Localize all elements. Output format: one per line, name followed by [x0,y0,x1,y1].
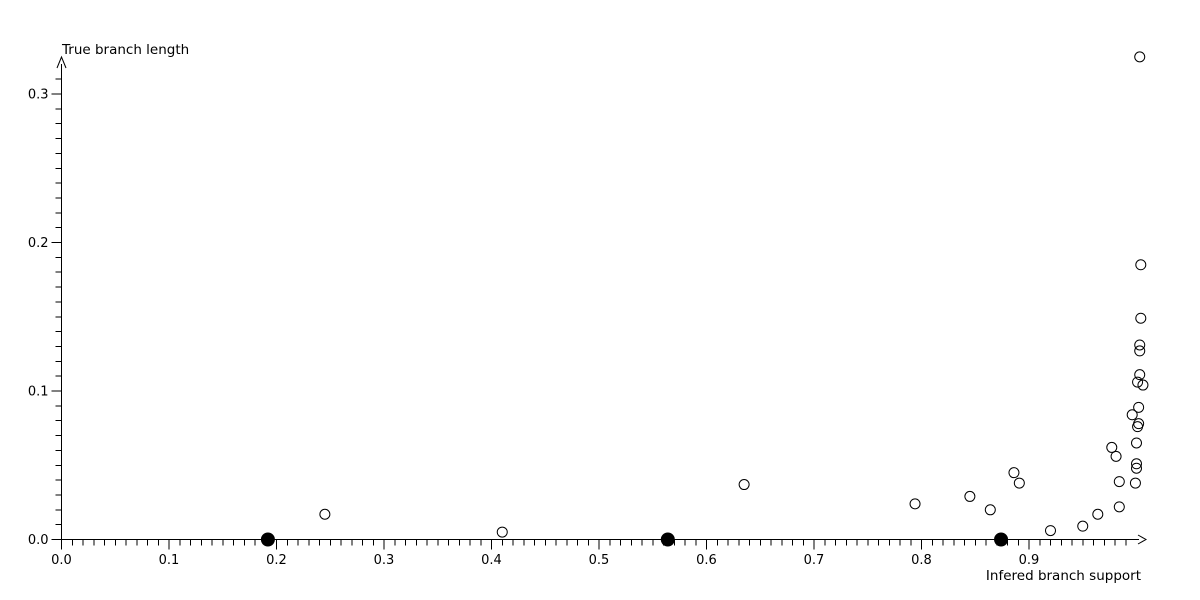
x-axis-arrow-icon [1137,534,1148,545]
data-point-filled-circle [660,532,675,547]
x-axis-title: Infered branch support [985,568,1141,584]
data-point-open-circle [496,526,508,538]
x-tick-label: 0.0 [51,553,72,568]
data-point-open-circle [1113,476,1125,488]
data-point-open-circle [1131,437,1142,449]
data-point-open-circle [1133,418,1145,430]
data-point-open-circle [1135,312,1147,324]
data-point-open-circle [1134,339,1146,351]
y-tick-label: 0.0 [28,533,49,548]
data-point-open-circle [1129,477,1141,489]
data-point-open-circle [1134,51,1146,63]
data-point-open-circle [1134,369,1146,381]
x-tick-label: 0.2 [266,553,287,568]
data-point-open-circle [1126,409,1138,421]
data-point-open-circle [964,490,976,502]
data-point-open-circle [1131,462,1142,474]
data-point-open-circle [984,504,996,516]
data-point-filled-circle [994,532,1009,547]
data-point-open-circle [909,498,921,510]
data-point-filled-circle [260,532,275,547]
x-tick-label: 0.4 [481,553,502,568]
data-point-open-circle [1008,467,1020,479]
x-tick-label: 0.7 [804,553,825,568]
data-point-open-circle [1092,508,1104,520]
data-point-open-circle [1077,520,1089,532]
y-axis-arrow-icon [56,55,67,69]
data-point-open-circle [1135,259,1147,271]
x-tick-label: 0.1 [159,553,180,568]
x-tick-label: 0.5 [589,553,610,568]
x-tick-label: 0.8 [911,553,932,568]
y-tick-label: 0.3 [28,88,49,103]
data-point-open-circle [1137,379,1149,391]
data-point-open-circle [1110,450,1122,462]
data-point-open-circle [1131,458,1142,470]
y-tick-label: 0.1 [28,385,49,400]
data-point-open-circle [1132,376,1144,388]
data-point-open-circle [1106,441,1118,453]
x-tick-label: 0.3 [374,553,395,568]
y-axis-title: True branch length [62,42,190,58]
data-point-open-circle [1113,501,1125,513]
x-tick-label: 0.6 [696,553,717,568]
data-point-open-circle [1013,477,1025,489]
data-point-open-circle [1133,401,1145,413]
x-tick-label: 0.9 [1019,553,1040,568]
data-point-open-circle [1045,525,1056,537]
y-tick-label: 0.2 [28,236,49,251]
data-point-open-circle [319,508,331,520]
data-point-open-circle [738,479,750,491]
data-point-open-circle [1134,345,1146,357]
